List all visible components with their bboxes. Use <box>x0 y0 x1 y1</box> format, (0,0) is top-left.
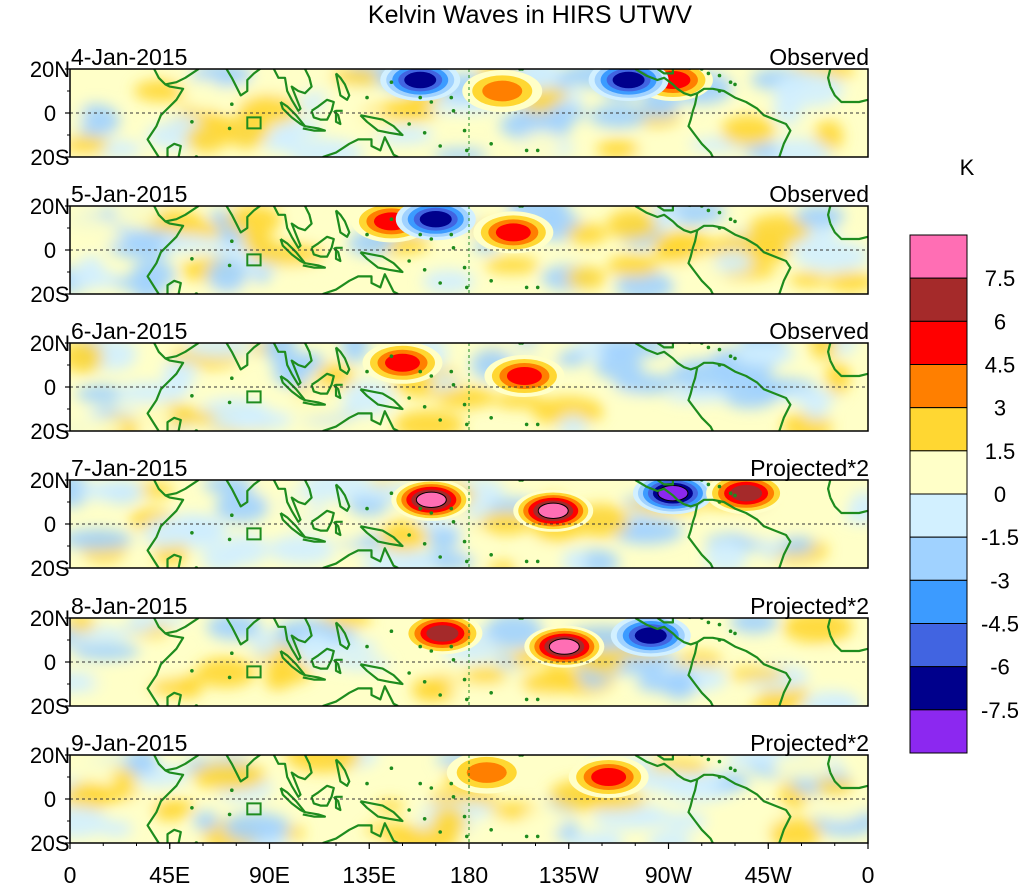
anomaly-feature <box>610 618 691 657</box>
anomaly-feature <box>473 211 554 254</box>
colorbar-unit: K <box>960 155 975 180</box>
colorbar-cell <box>909 666 968 711</box>
anomaly-feature <box>395 206 476 241</box>
colorbar-label: 7.5 <box>985 266 1016 291</box>
lon-label: 180 <box>450 862 488 887</box>
colorbar-label: 6 <box>994 309 1006 334</box>
lon-label: 0 <box>64 862 77 887</box>
anomaly-field <box>70 480 868 568</box>
panel-kind: Projected*2 <box>750 455 869 481</box>
panel-5: 20N 0 20S 8-Jan-2015 Projected*2 <box>30 593 869 719</box>
colorbar-label: -4.5 <box>981 612 1019 637</box>
lat-label: 20N <box>30 57 70 82</box>
coastlines <box>146 480 868 568</box>
panel-date: 4-Jan-2015 <box>71 44 187 70</box>
panel-kind: Projected*2 <box>750 730 869 756</box>
panel-date: 6-Jan-2015 <box>71 318 187 344</box>
figure-title: Kelvin Waves in HIRS UTWV <box>368 1 692 29</box>
colorbar-cell <box>909 450 968 495</box>
anomaly-feature <box>446 755 527 794</box>
colorbar-label: -6 <box>990 655 1010 680</box>
colorbar-cell <box>909 709 968 754</box>
colorbar-cell <box>909 407 968 452</box>
lat-label: 0 <box>44 238 56 263</box>
panel-6: 20N 0 20S 9-Jan-2015 Projected*2 <box>30 730 869 856</box>
anomaly-feature <box>391 480 472 521</box>
colorbar-label: 3 <box>994 396 1006 421</box>
lat-label: 20S <box>30 282 69 307</box>
panel-3: 20N 0 20S 6-Jan-2015 Observed <box>30 318 869 444</box>
anomaly-feature <box>632 480 713 515</box>
lat-label: 0 <box>44 650 56 675</box>
lat-label: 0 <box>44 512 56 537</box>
lat-label: 0 <box>44 375 56 400</box>
colorbar-label: 4.5 <box>985 353 1016 378</box>
lon-label: 45W <box>745 862 793 887</box>
lat-label: 20N <box>30 194 70 219</box>
anomaly-feature <box>706 480 787 515</box>
anomaly-feature <box>484 355 565 397</box>
coastlines <box>146 755 868 843</box>
colorbar-cell <box>909 320 968 366</box>
colorbar-cell <box>909 364 968 409</box>
lon-label: 90W <box>645 862 693 887</box>
colorbar-label: -7.5 <box>981 698 1019 723</box>
lat-label: 20N <box>30 606 70 631</box>
colorbar-label: 1.5 <box>985 439 1016 464</box>
lon-label: 135E <box>342 862 396 887</box>
coastlines <box>146 69 868 157</box>
anomaly-feature <box>380 69 461 101</box>
colorbar-cell <box>909 536 968 581</box>
panel-date: 7-Jan-2015 <box>71 455 187 481</box>
panel-2: 20N 0 20S 5-Jan-2015 Observed <box>30 181 869 307</box>
anomaly-feature <box>462 70 543 112</box>
anomaly-field <box>70 618 861 706</box>
lon-label: 0 <box>862 862 875 887</box>
lat-label: 0 <box>44 787 56 812</box>
panel-1: 20N 0 20S 4-Jan-2015 Observed <box>30 44 869 170</box>
colorbar-cell <box>909 579 968 624</box>
panel-kind: Observed <box>769 44 869 70</box>
colorbar-label: -1.5 <box>981 525 1019 550</box>
anomaly-field <box>70 206 868 294</box>
lon-label: 135W <box>539 862 599 887</box>
lat-label: 20N <box>30 468 70 493</box>
colorbar-label: -3 <box>990 568 1010 593</box>
panel-4: 20N 0 20S 7-Jan-2015 Projected*2 <box>30 455 869 581</box>
lat-label: 20S <box>30 556 69 581</box>
panel-date: 5-Jan-2015 <box>71 181 187 207</box>
anomaly-feature <box>524 625 605 668</box>
panel-kind: Projected*2 <box>750 593 869 619</box>
longitude-axis: 0 45E 90E 135E 180 135W 90W 45W 0 <box>64 843 875 887</box>
lon-label: 45E <box>149 862 190 887</box>
coastlines <box>146 618 868 706</box>
lat-label: 20S <box>30 145 69 170</box>
colorbar: 7.5 6 4.5 3 1.5 0 -1.5 -3 -4.5 -6 -7.5 K <box>909 155 1019 754</box>
panel-kind: Observed <box>769 181 869 207</box>
lat-label: 20N <box>30 743 70 768</box>
panel-date: 8-Jan-2015 <box>71 593 187 619</box>
coastlines <box>146 206 868 294</box>
lat-label: 20S <box>30 694 69 719</box>
colorbar-label: 0 <box>994 482 1006 507</box>
anomaly-feature <box>513 489 594 532</box>
lat-label: 20N <box>30 331 70 356</box>
colorbar-cell <box>909 234 968 279</box>
anomaly-feature <box>402 618 483 655</box>
colorbar-cell <box>909 623 968 668</box>
colorbar-cell <box>909 493 968 538</box>
lat-label: 0 <box>44 101 56 126</box>
anomaly-feature <box>568 756 649 798</box>
panel-date: 9-Jan-2015 <box>71 730 187 756</box>
lat-label: 20S <box>30 831 69 856</box>
lat-label: 20S <box>30 419 69 444</box>
colorbar-cell <box>909 277 968 322</box>
lon-label: 90E <box>249 862 290 887</box>
panel-kind: Observed <box>769 318 869 344</box>
coastlines <box>146 343 868 431</box>
